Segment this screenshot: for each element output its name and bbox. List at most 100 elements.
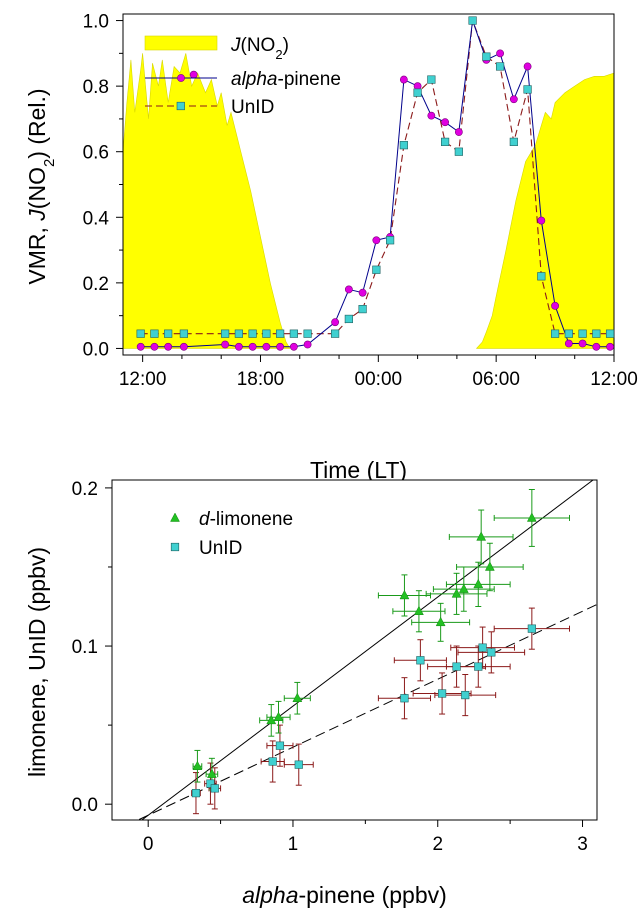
legend-label-limonene: d-limonene bbox=[199, 509, 293, 530]
unid-point bbox=[454, 147, 463, 156]
alpha-pinene-point bbox=[331, 318, 340, 327]
unid-point bbox=[537, 272, 546, 281]
y-axis-title: limonene, UnID (ppbv) bbox=[24, 547, 50, 777]
y-tick-label: 0.2 bbox=[83, 274, 109, 295]
unid-point bbox=[487, 648, 496, 657]
alpha-pinene-point bbox=[179, 342, 188, 351]
x-tick-label: 12:00 bbox=[119, 369, 167, 390]
limonene-point bbox=[526, 512, 537, 522]
alpha-pinene-point bbox=[303, 340, 312, 349]
unid-point bbox=[206, 779, 215, 788]
unid-point bbox=[592, 329, 601, 338]
limonene-point bbox=[451, 588, 462, 598]
alpha-pinene-point bbox=[221, 340, 230, 349]
unid-point bbox=[289, 329, 298, 338]
unid-point bbox=[303, 329, 312, 338]
alpha-pinene-point bbox=[289, 342, 298, 351]
jno2-area-0 bbox=[122, 53, 291, 349]
legend-label-unid: UnID bbox=[199, 538, 242, 559]
unid-point bbox=[413, 88, 422, 97]
unid-point bbox=[150, 329, 159, 338]
unid-point bbox=[221, 329, 230, 338]
x-tick-label: 2 bbox=[432, 834, 443, 855]
alpha-pinene-point bbox=[564, 339, 573, 348]
x-tick-label: 18:00 bbox=[237, 369, 285, 390]
x-tick-label: 12:00 bbox=[590, 369, 638, 390]
x-tick-label: 3 bbox=[577, 834, 588, 855]
y-tick-label: 0.0 bbox=[72, 795, 98, 816]
y-tick-label: 0.8 bbox=[83, 77, 109, 98]
unid-point bbox=[550, 329, 560, 338]
limonene-point bbox=[476, 531, 487, 541]
x-tick-label: 0 bbox=[143, 834, 154, 855]
legend-label-unid: UnID bbox=[231, 97, 274, 118]
legend: d-limonene UnID bbox=[170, 509, 293, 559]
unid-point bbox=[440, 137, 450, 146]
alpha-pinene-point bbox=[592, 342, 601, 351]
alpha-pinene-point bbox=[234, 342, 243, 351]
unid-point bbox=[372, 265, 381, 274]
y-axis-title: VMR, J(NO2) (Rel.) bbox=[24, 88, 58, 284]
unid-point bbox=[605, 329, 615, 338]
alpha-pinene-point bbox=[523, 62, 532, 71]
legend-label-jno2: J(NO2) bbox=[230, 35, 289, 62]
limonene-point bbox=[266, 714, 277, 725]
limonene-point bbox=[435, 616, 446, 627]
alpha-pinene-point bbox=[496, 49, 504, 58]
legend-unid-marker bbox=[170, 542, 180, 552]
unid-point bbox=[248, 329, 257, 338]
alpha-pinene-point bbox=[164, 342, 173, 351]
alpha-pinene-point bbox=[399, 75, 408, 84]
unid-point bbox=[416, 656, 425, 665]
limonene-point bbox=[206, 768, 217, 778]
unid-point bbox=[294, 760, 303, 769]
limonene-point bbox=[399, 589, 410, 600]
y-tick-label: 0.1 bbox=[72, 637, 98, 658]
unid-point bbox=[399, 141, 408, 150]
alpha-pinene-point bbox=[578, 339, 587, 348]
unid-point bbox=[482, 52, 491, 61]
limonene-point bbox=[484, 561, 495, 571]
legend-jno2-swatch bbox=[144, 35, 218, 51]
alpha-pinene-point bbox=[262, 342, 271, 351]
unid-point bbox=[268, 757, 277, 766]
unid-point bbox=[495, 62, 505, 71]
limonene-fit-line bbox=[141, 480, 594, 820]
y-tick-label: 0.2 bbox=[72, 479, 98, 500]
unid-point bbox=[461, 690, 470, 700]
unid-point bbox=[578, 329, 587, 338]
alpha-pinene-point bbox=[509, 95, 518, 104]
unid-point bbox=[358, 304, 367, 314]
alpha-pinene-point bbox=[427, 111, 436, 120]
y-tick-label: 0.4 bbox=[83, 208, 110, 229]
limonene-point bbox=[273, 711, 284, 721]
alpha-pinene-point bbox=[454, 128, 463, 136]
time-series-panel: 12:00 18:00 00:00 06:00 12:00 0.0 0.2 0.4 0.6 0.8… bbox=[24, 12, 638, 483]
unid-point bbox=[427, 75, 436, 84]
scatter-panel: 0 1 2 3 0.0 0.1 0.2 alpha-pinene (ppbv) limonene… bbox=[24, 479, 598, 908]
y-tick-label: 0.0 bbox=[83, 339, 109, 360]
unid-point bbox=[523, 85, 532, 94]
unid-point bbox=[478, 643, 487, 652]
unid-point bbox=[331, 329, 340, 338]
limonene-point bbox=[192, 760, 203, 770]
unid-point bbox=[474, 662, 483, 671]
unid-point bbox=[275, 741, 285, 750]
y-tick-label: 0.6 bbox=[83, 143, 109, 164]
limonene-point bbox=[458, 583, 469, 593]
unid-point bbox=[509, 137, 518, 146]
unid-point bbox=[136, 329, 145, 338]
x-tick-label: 1 bbox=[288, 834, 299, 855]
x-axis-title: alpha-pinene (ppbv) bbox=[242, 882, 447, 908]
alpha-pinene-point bbox=[358, 288, 367, 297]
unid-point bbox=[468, 16, 477, 25]
x-axis-title: Time (LT) bbox=[310, 457, 407, 483]
alpha-pinene-point bbox=[551, 301, 559, 310]
alpha-pinene-point bbox=[441, 118, 449, 127]
unid-point bbox=[386, 236, 395, 245]
unid-point bbox=[234, 329, 243, 338]
jno2-area-1 bbox=[476, 72, 615, 349]
alpha-pinene-point bbox=[150, 342, 159, 351]
alpha-pinene-point bbox=[189, 70, 198, 79]
